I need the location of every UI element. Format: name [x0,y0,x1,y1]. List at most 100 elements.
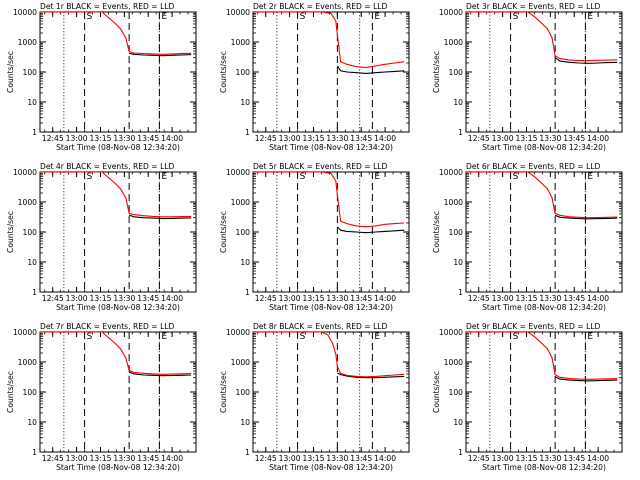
x-axis-label: Start Time (08-Nov-08 12:34:20) [56,463,180,472]
plot-frame [39,11,197,133]
x-tick-label: 14:00 [161,294,183,303]
event-marker-label: S [300,332,306,342]
y-axis-label: Counts/sec [219,51,228,93]
x-tick-label: 12:45 [255,134,277,143]
x-tick-label: 13:30 [113,134,135,143]
x-tick-label: 13:15 [90,134,112,143]
detector-panel-5: Det 5r BLACK = Events, RED = LLD 1 10 100 10… [219,162,410,312]
x-tick-label: 13:30 [113,454,135,463]
y-tick-label: 100 [236,228,251,237]
x-tick-label: 13:15 [516,294,538,303]
lld-rate-line [253,172,405,228]
y-tick-label: 1 [458,128,463,137]
x-tick-label: 13:15 [516,134,538,143]
y-tick-label: 10000 [226,8,250,17]
panel-title: Det 5r BLACK = Events, RED = LLD [253,162,388,171]
panel-title: Det 6r BLACK = Events, RED = LLD [466,162,601,171]
event-marker-label: E [161,12,167,22]
y-tick-label: 10 [453,98,463,107]
event-marker-label: E [587,332,593,342]
plot-frame [252,171,410,293]
panel-title: Det 7r BLACK = Events, RED = LLD [40,322,175,331]
y-tick-label: 1 [32,128,37,137]
x-tick-label: 13:00 [492,134,514,143]
panel-title: Det 9r BLACK = Events, RED = LLD [466,322,601,331]
x-tick-label: 13:45 [350,294,372,303]
y-tick-label: 10 [27,418,37,427]
plot-frame [252,331,410,453]
detector-panel-7: Det 7r BLACK = Events, RED = LLD 1 10 100 10… [6,322,197,472]
x-tick-label: 13:15 [303,134,325,143]
panel-title: Det 8r BLACK = Events, RED = LLD [253,322,388,331]
y-axis-label: Counts/sec [432,371,441,413]
x-tick-label: 12:45 [468,294,490,303]
x-tick-label: 13:00 [279,294,301,303]
x-axis-label: Start Time (08-Nov-08 12:34:20) [56,303,180,312]
event-rate-line [336,226,405,234]
x-tick-label: 14:00 [374,454,396,463]
y-tick-label: 10 [453,418,463,427]
y-tick-label: 1000 [231,198,250,207]
y-tick-label: 100 [236,388,251,397]
x-tick-label: 13:00 [66,454,88,463]
y-tick-label: 100 [23,228,38,237]
x-axis-label: Start Time (08-Nov-08 12:34:20) [482,463,606,472]
x-tick-label: 13:45 [137,294,159,303]
y-tick-label: 100 [23,388,38,397]
lld-rate-line [40,12,192,55]
panel-title: Det 4r BLACK = Events, RED = LLD [40,162,175,171]
y-tick-label: 1 [32,448,37,457]
event-marker-label: S [87,172,93,182]
x-tick-label: 14:00 [587,294,609,303]
y-tick-label: 10 [27,98,37,107]
event-rate-line [337,372,405,379]
x-tick-label: 13:15 [303,454,325,463]
y-tick-label: 1000 [444,358,463,367]
y-tick-label: 10 [240,258,250,267]
event-marker-label: S [300,12,306,22]
y-tick-label: 10 [240,98,250,107]
event-rate-line [554,57,618,64]
x-tick-label: 14:00 [587,454,609,463]
x-tick-label: 13:15 [90,294,112,303]
detector-panel-6: Det 6r BLACK = Events, RED = LLD 1 10 100 10… [432,162,623,312]
x-tick-label: 12:45 [42,134,64,143]
event-marker-label: S [300,172,306,182]
x-tick-label: 14:00 [161,454,183,463]
y-tick-label: 10000 [226,168,250,177]
x-tick-label: 14:00 [374,294,396,303]
x-tick-label: 14:00 [161,134,183,143]
y-tick-label: 100 [449,68,464,77]
y-tick-label: 1000 [231,358,250,367]
x-tick-label: 12:45 [468,134,490,143]
y-axis-label: Counts/sec [432,211,441,253]
event-marker-label: S [513,172,519,182]
x-tick-label: 13:45 [563,454,585,463]
y-axis-label: Counts/sec [219,211,228,253]
detector-panel-2: Det 2r BLACK = Events, RED = LLD 1 10 100 10… [219,2,410,152]
x-tick-label: 13:30 [539,294,561,303]
lld-rate-line [40,172,192,218]
x-tick-label: 13:30 [326,454,348,463]
y-tick-label: 10000 [439,328,463,337]
detector-panel-8: Det 8r BLACK = Events, RED = LLD 1 10 100 10… [219,322,410,472]
event-rate-line [554,376,618,382]
x-axis-label: Start Time (08-Nov-08 12:34:20) [56,143,180,152]
x-axis-label: Start Time (08-Nov-08 12:34:20) [269,303,393,312]
event-marker-label: E [374,12,380,22]
x-tick-label: 13:00 [66,134,88,143]
lld-rate-line [253,12,405,69]
y-axis-label: Counts/sec [219,371,228,413]
y-tick-label: 1 [245,448,250,457]
x-axis-label: Start Time (08-Nov-08 12:34:20) [269,463,393,472]
event-marker-label: E [161,172,167,182]
panel-title: Det 2r BLACK = Events, RED = LLD [253,2,388,11]
event-rate-line [128,52,192,57]
x-axis-label: Start Time (08-Nov-08 12:34:20) [482,303,606,312]
x-tick-label: 13:00 [279,134,301,143]
event-marker-label: S [513,332,519,342]
x-tick-label: 13:15 [303,294,325,303]
x-tick-label: 13:00 [492,294,514,303]
x-tick-label: 13:45 [137,454,159,463]
